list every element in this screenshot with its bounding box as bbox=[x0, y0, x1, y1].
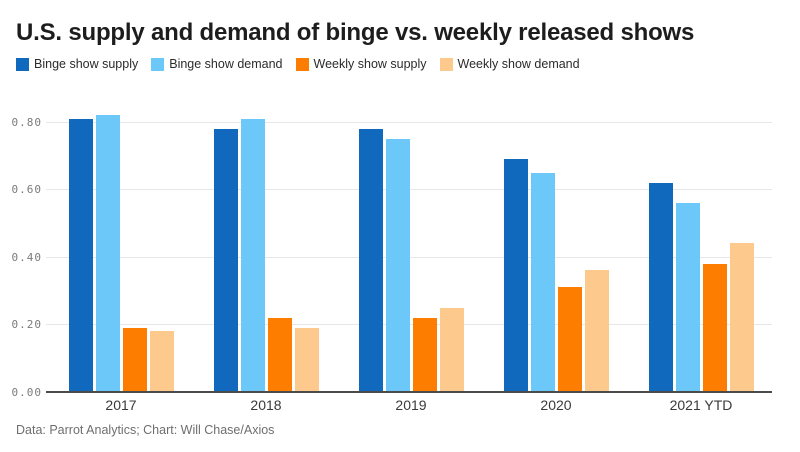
bar-2018-weekly-show-demand bbox=[294, 328, 319, 392]
legend-label: Weekly show demand bbox=[457, 57, 580, 71]
x-axis-line bbox=[46, 391, 772, 393]
x-axis-label-2017: 2017 bbox=[105, 397, 137, 413]
legend-swatch-weekly-show-demand bbox=[439, 57, 453, 71]
y-axis-tick-label: 0.80 bbox=[11, 115, 42, 129]
bar-2017-weekly-show-demand bbox=[149, 331, 174, 392]
bar-2017-weekly-show-supply bbox=[122, 328, 147, 392]
legend-swatch-weekly-show-supply bbox=[295, 57, 309, 71]
chart-title: U.S. supply and demand of binge vs. week… bbox=[16, 19, 695, 46]
bar-2021-ytd-binge-show-supply bbox=[648, 183, 673, 392]
legend-item-binge-show-supply: Binge show supply bbox=[16, 57, 138, 71]
bar-2020-binge-show-demand bbox=[530, 173, 555, 392]
bar-2021-ytd-weekly-show-demand bbox=[729, 243, 754, 392]
legend: Binge show supply Binge show demand Weekly… bbox=[16, 57, 593, 71]
bar-2020-binge-show-supply bbox=[503, 159, 528, 392]
bar-2021-ytd-weekly-show-supply bbox=[702, 264, 727, 392]
bar-2018-weekly-show-supply bbox=[267, 318, 292, 392]
source-note: Data: Parrot Analytics; Chart: Will Chas… bbox=[16, 423, 275, 437]
bar-2017-binge-show-demand bbox=[95, 115, 120, 392]
y-axis-tick-label: 0.40 bbox=[11, 250, 42, 264]
legend-item-weekly-show-supply: Weekly show supply bbox=[295, 57, 427, 71]
bar-2021-ytd-binge-show-demand bbox=[675, 203, 700, 392]
x-axis-label-2019: 2019 bbox=[395, 397, 427, 413]
legend-label: Weekly show supply bbox=[313, 57, 427, 71]
bar-2019-binge-show-supply bbox=[358, 129, 383, 392]
bar-2018-binge-show-supply bbox=[213, 129, 238, 392]
bar-2019-binge-show-demand bbox=[385, 139, 410, 392]
bar-2018-binge-show-demand bbox=[240, 119, 265, 392]
bar-group-2019 bbox=[358, 129, 464, 392]
bar-2020-weekly-show-supply bbox=[557, 287, 582, 392]
legend-item-binge-show-demand: Binge show demand bbox=[151, 57, 283, 71]
legend-item-weekly-show-demand: Weekly show demand bbox=[439, 57, 580, 71]
y-axis-tick-label: 0.60 bbox=[11, 183, 42, 196]
legend-label: Binge show supply bbox=[34, 57, 139, 71]
x-axis-label-2018: 2018 bbox=[250, 397, 282, 413]
y-axis-tick-label: 0.00 bbox=[11, 385, 42, 399]
y-axis-tick-label: 0.20 bbox=[11, 318, 42, 331]
bar-group-2020 bbox=[503, 159, 609, 392]
legend-swatch-binge-show-demand bbox=[151, 57, 165, 71]
bar-2019-weekly-show-demand bbox=[439, 308, 464, 392]
x-axis-label-2021-ytd: 2021 YTD bbox=[669, 397, 733, 413]
bar-group-2017 bbox=[68, 115, 174, 392]
bar-2017-binge-show-supply bbox=[68, 119, 93, 392]
bar-2019-weekly-show-supply bbox=[412, 318, 437, 392]
gridline-0.80 bbox=[46, 121, 772, 123]
bar-group-2021-ytd bbox=[648, 183, 754, 392]
x-axis-label-2020: 2020 bbox=[540, 397, 572, 413]
bar-2020-weekly-show-demand bbox=[584, 270, 609, 392]
legend-swatch-binge-show-supply bbox=[16, 57, 29, 71]
bar-group-2018 bbox=[213, 119, 319, 392]
legend-label: Binge show demand bbox=[169, 57, 283, 71]
